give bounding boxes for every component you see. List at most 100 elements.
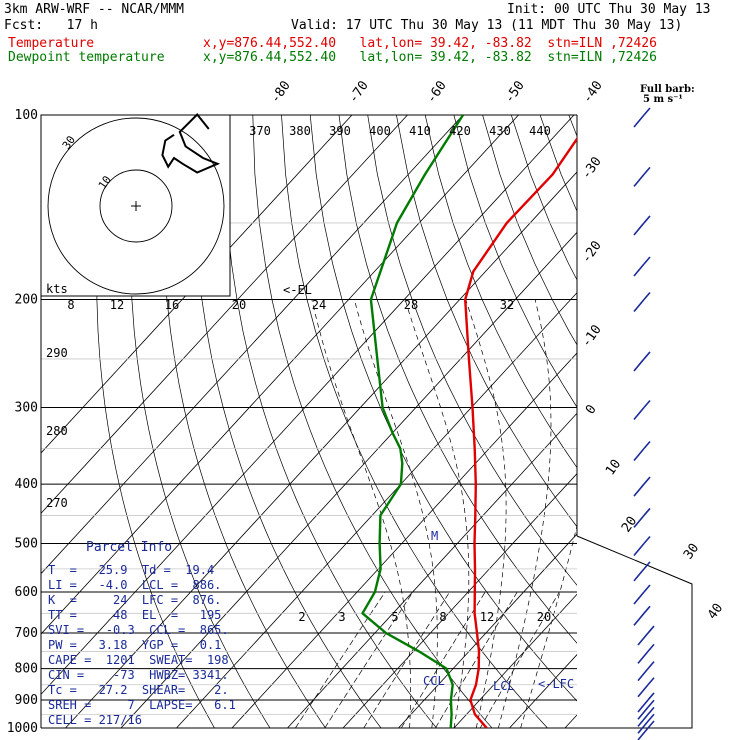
wind-barb-staff — [633, 612, 645, 626]
valid-time: Valid: 17 UTC Thu 30 May 13 (11 MDT Thu … — [291, 18, 683, 33]
parcel-info-row: TT = 48 EL = 195 — [48, 608, 222, 622]
wind-barb-staff — [633, 299, 645, 313]
dry-adiabat-line — [193, 115, 382, 728]
wind-barb-staff — [633, 406, 645, 420]
wind-barb-flag — [643, 399, 651, 408]
parcel-info-row: SREH = 7 LAPSE= 6.1 — [48, 698, 236, 712]
isotherm-label: -40 — [580, 78, 606, 106]
dry-adiabat-line — [424, 115, 577, 469]
wind-barb-staff — [633, 114, 645, 128]
wind-barb-flag — [647, 643, 655, 652]
lcl-annotation: LCL — [493, 679, 515, 693]
el-annotation: <-EL — [283, 283, 312, 297]
moist-adiabat-line — [311, 299, 411, 728]
isotherm-label: -10 — [579, 322, 605, 350]
theta-label: 440 — [529, 124, 551, 138]
barb-key-unit: 5 m s⁻¹ — [643, 94, 683, 105]
parcel-info-row: T = 25.9 Td = 19.4 — [48, 563, 215, 577]
wind-barb-staff — [637, 668, 649, 682]
theta-label: 280 — [46, 424, 68, 438]
wind-barb-flag — [647, 661, 655, 670]
hodograph-trace — [161, 113, 221, 174]
isotherm-line — [41, 115, 520, 635]
theta-label: 400 — [369, 124, 391, 138]
pressure-tick-label: 100 — [15, 108, 38, 123]
theta-label: 410 — [409, 124, 431, 138]
dewpoint-profile — [361, 115, 465, 728]
isotherm-label: -80 — [268, 78, 294, 106]
wind-barb-flag — [647, 720, 655, 729]
dry-adiabat-line — [626, 115, 740, 740]
parcel-info-box: Parcel Info T = 25.9 Td = 19.4 LI = -4.0… — [40, 536, 236, 728]
pressure-tick-label: 600 — [15, 585, 38, 600]
hodograph-speed-label: 12 — [110, 298, 124, 312]
background-lines — [41, 101, 740, 740]
dry-adiabat-line — [162, 115, 326, 728]
isotherm-label: 40 — [705, 601, 726, 622]
dry-adiabat-line — [568, 115, 577, 138]
hodograph-unit-label: kts — [46, 282, 68, 296]
parcel-info-row: CELL = 217/16 — [48, 713, 142, 727]
wind-barb-flag — [647, 692, 655, 701]
parcel-info-row: SVI = -0.3 CCL = 865. — [48, 623, 229, 637]
wind-barb-flag — [643, 440, 651, 450]
isotherm-line — [41, 115, 353, 454]
isobars — [40, 114, 693, 729]
hodograph-speed-label: 20 — [232, 298, 246, 312]
isotherm-line — [231, 352, 577, 728]
wind-barb-flag — [647, 677, 655, 686]
wind-barb-staff — [633, 483, 645, 497]
hodograph-speed-label: 24 — [312, 298, 326, 312]
hodograph-ring — [47, 117, 225, 295]
ccl-annotation: CCL — [423, 674, 445, 688]
parcel-info-row: Tc = 27.2 SHEAR= 2. — [48, 683, 229, 697]
hodograph-speed-label: 8 — [67, 298, 74, 312]
wind-barb-flag — [647, 713, 655, 722]
isotherm-label: -60 — [424, 78, 450, 106]
wind-barb-flag — [647, 706, 655, 715]
isotherm-line — [342, 473, 577, 728]
forecast-hour: Fcst: 17 h — [4, 18, 98, 33]
hodograph-speed-label: 16 — [165, 298, 179, 312]
dry-adiabat-line — [655, 115, 740, 740]
mixing-ratio-line — [401, 591, 486, 728]
wind-barb-flag — [647, 699, 655, 708]
isotherm-line — [41, 115, 575, 695]
wind-barb-flag — [643, 351, 651, 360]
mixing-ratio-label: 3 — [338, 610, 345, 624]
mixing-ratio-line — [435, 591, 518, 728]
hodograph-ring-label: 10 — [96, 173, 114, 191]
dry-adiabat-line — [96, 115, 215, 728]
isotherm-line — [609, 101, 740, 740]
temperature-legend-label: Temperature — [8, 36, 95, 51]
wind-barb-flag — [643, 605, 651, 614]
dry-adiabat-line — [510, 115, 577, 281]
wind-barb-flag — [643, 561, 651, 570]
mixing-ratio-label: 20 — [537, 610, 551, 624]
dry-adiabat-line — [281, 115, 548, 728]
isotherm-line — [41, 115, 464, 575]
m-annotation: M — [431, 529, 438, 543]
wind-barb-staff — [637, 706, 649, 720]
theta-label: 420 — [449, 124, 471, 138]
isotherm-line — [397, 533, 577, 728]
wind-barb-staff — [633, 542, 645, 556]
parcel-info-title: Parcel Info — [86, 540, 173, 555]
mixing-ratio-line — [295, 591, 386, 728]
pressure-tick-label: 500 — [15, 536, 38, 551]
hodograph-ring — [99, 169, 173, 243]
isotherm-label: -20 — [579, 238, 605, 266]
pressure-tick-label: 1000 — [7, 721, 38, 736]
wind-barb-staff — [637, 650, 649, 664]
wind-barb-staff — [633, 263, 645, 277]
mixing-ratio-label: 12 — [480, 610, 494, 624]
isotherm-line — [175, 292, 577, 728]
parcel-info-row: K = 24 LFC = 876. — [48, 593, 222, 607]
wind-barb-staff — [633, 173, 645, 187]
wind-barb-staff — [637, 632, 649, 646]
parcel-info-row: LI = -4.0 LCL = 886. — [48, 578, 222, 592]
wind-barb-flag — [643, 535, 651, 544]
wind-barb-staff — [633, 222, 645, 236]
wind-barb-staff — [633, 568, 645, 582]
dry-adiabat-line — [396, 115, 577, 528]
